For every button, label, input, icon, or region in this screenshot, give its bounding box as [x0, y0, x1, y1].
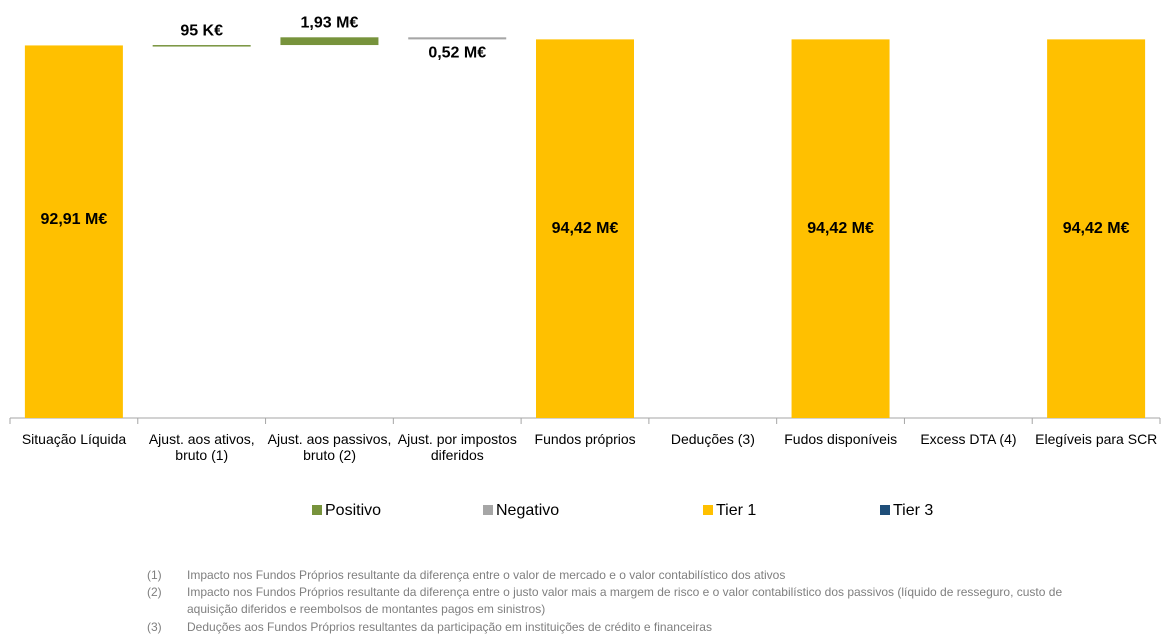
legend-swatch — [703, 505, 713, 515]
x-tick-label: Situação Líquida — [21, 431, 127, 447]
bar — [1047, 39, 1146, 419]
note-number: (2) — [147, 585, 162, 599]
bar — [152, 45, 251, 47]
note-text: Impacto nos Fundos Próprios resultante d… — [187, 568, 786, 582]
note-text: Impacto nos Fundos Próprios resultante d… — [187, 585, 1063, 616]
legend-label: Positivo — [325, 502, 381, 519]
bar — [536, 39, 634, 419]
value-label: 0,52 M€ — [428, 45, 486, 62]
note-text: Deduções aos Fundos Próprios resultantes… — [187, 620, 712, 634]
value-label: 95 K€ — [180, 22, 223, 39]
note: (1) Impacto nos Fundos Próprios resultant… — [147, 567, 1107, 584]
bar — [791, 39, 890, 419]
value-label: 94,42 M€ — [552, 220, 619, 237]
value-label: 92,91 M€ — [41, 211, 108, 228]
legend-swatch — [312, 505, 322, 515]
x-tick-label: Fudos disponíveis — [784, 431, 898, 447]
legend-swatch — [880, 505, 890, 515]
bar — [24, 45, 123, 418]
x-tick-label: Excess DTA (4) — [920, 431, 1017, 447]
x-tick-label: Ajust. aos ativos, bruto (1) — [148, 431, 255, 463]
bar — [280, 37, 379, 46]
legend-label: Tier 1 — [716, 502, 756, 519]
legend-swatch — [483, 505, 493, 515]
legend-label: Negativo — [496, 502, 559, 519]
x-tick-label: Elegíveis para SCR — [1035, 431, 1158, 447]
x-tick-label: Ajust. por impostos diferidos — [397, 431, 517, 463]
note: (3) Deduções aos Fundos Próprios resultan… — [147, 619, 1107, 636]
page: {"chart_data": {"type": "waterfall", "ca… — [9, 14, 1161, 634]
value-label: 94,42 M€ — [1063, 220, 1130, 237]
note-number: (1) — [147, 568, 162, 582]
legend-label: Tier 3 — [893, 502, 933, 519]
value-label: 1,93 M€ — [301, 15, 359, 32]
value-label: 94,42 M€ — [807, 220, 874, 237]
chart: 92,91 M€ 95 K€ 1,93 M€ 0,52 M€ 94,42 M€ 94,42… — [9, 15, 1161, 519]
note-number: (3) — [147, 620, 162, 634]
x-tick-label: Fundos próprios — [534, 431, 636, 447]
x-tick-label: Ajust. aos passivos, bruto (2) — [267, 431, 392, 463]
bar — [408, 37, 507, 40]
x-tick-label: Deduções (3) — [670, 431, 755, 447]
note: (2) Impacto nos Fundos Próprios resultant… — [147, 584, 1107, 618]
